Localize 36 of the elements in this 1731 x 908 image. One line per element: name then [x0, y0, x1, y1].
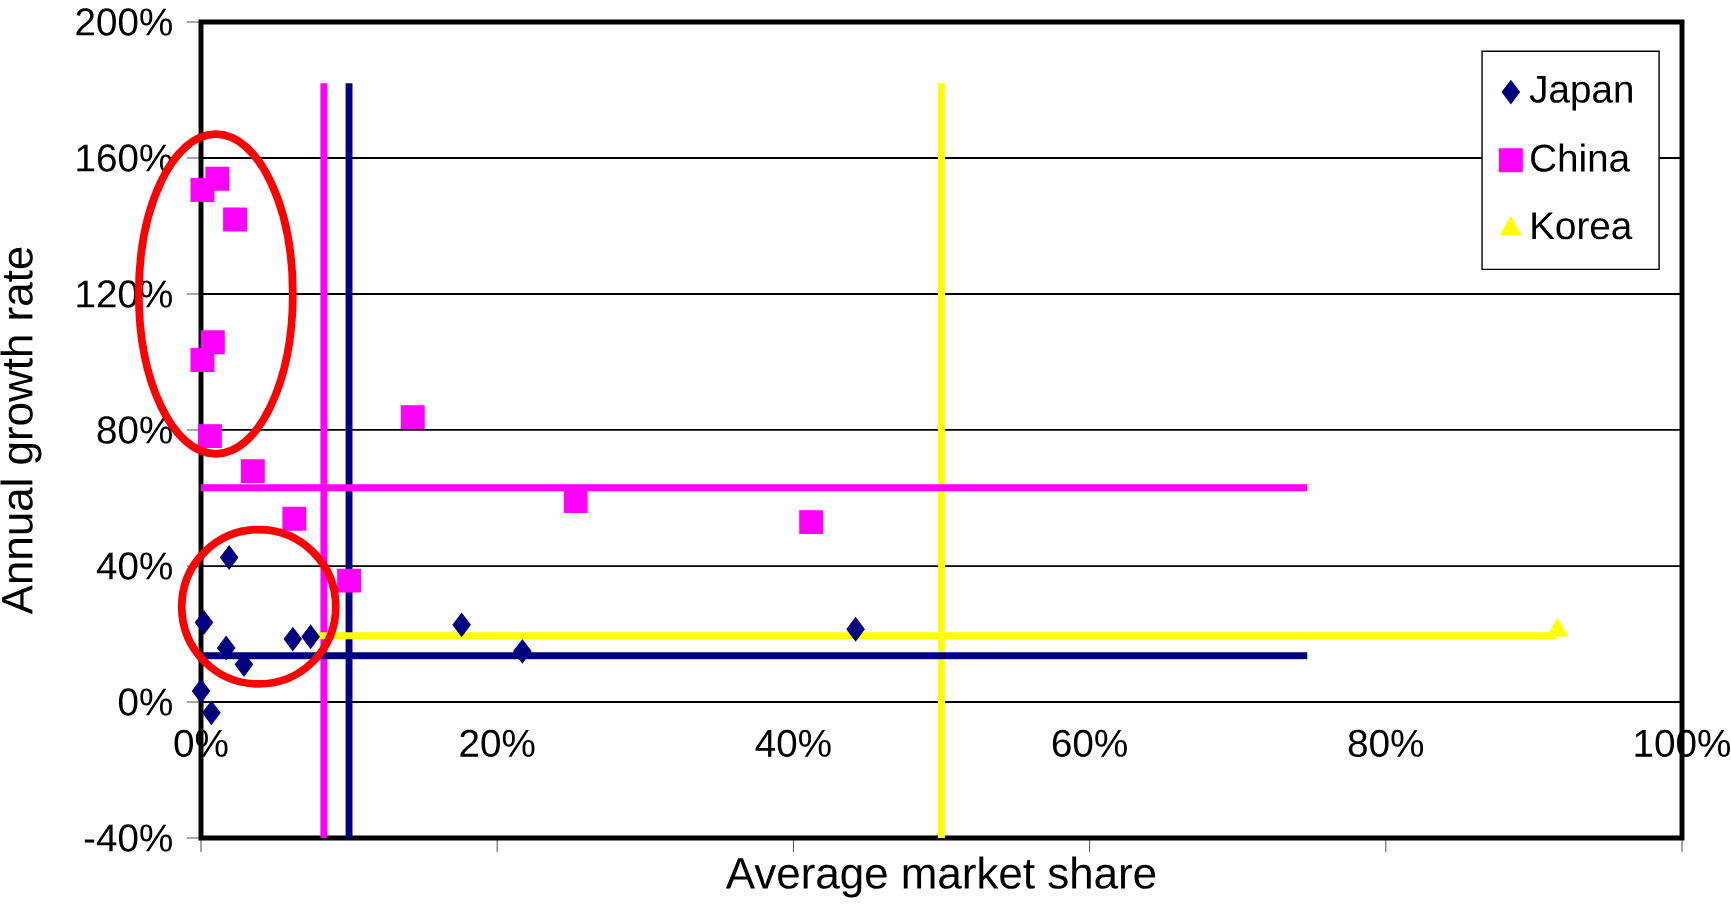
point [337, 568, 362, 593]
point [240, 459, 265, 484]
point [234, 652, 254, 677]
legend-label: Korea [1532, 212, 1633, 240]
y-tick-label: 80% [97, 416, 172, 444]
point [194, 610, 214, 635]
x-axis-title: Average market share [725, 856, 1156, 898]
point [217, 635, 236, 660]
x-tick-label: 20% [460, 729, 535, 758]
point [283, 627, 302, 652]
point [513, 639, 532, 664]
point [282, 506, 307, 531]
point [301, 624, 320, 649]
point [202, 700, 221, 725]
legend-label: China [1531, 143, 1631, 172]
y-tick-label: 0% [118, 688, 172, 716]
point [799, 510, 824, 535]
y-tick-label: 40% [96, 552, 172, 580]
y-tick-label: 200% [76, 8, 172, 36]
point [220, 545, 239, 570]
point [846, 617, 865, 642]
y-tick-label: -40% [84, 824, 172, 852]
x-tick-label: 80% [1348, 729, 1424, 758]
point [452, 612, 471, 637]
x-tick-label: 40% [755, 729, 831, 758]
y-tick-label: 160% [77, 144, 172, 172]
point [190, 348, 215, 372]
x-tick-label: 60% [1052, 729, 1127, 758]
legend-label: Japan [1529, 75, 1632, 111]
point [563, 489, 588, 514]
point [400, 405, 425, 430]
point [223, 207, 248, 232]
point [197, 424, 222, 449]
point [191, 679, 211, 704]
point [205, 166, 230, 191]
y-axis-title: Annual growth rate [0, 247, 42, 615]
